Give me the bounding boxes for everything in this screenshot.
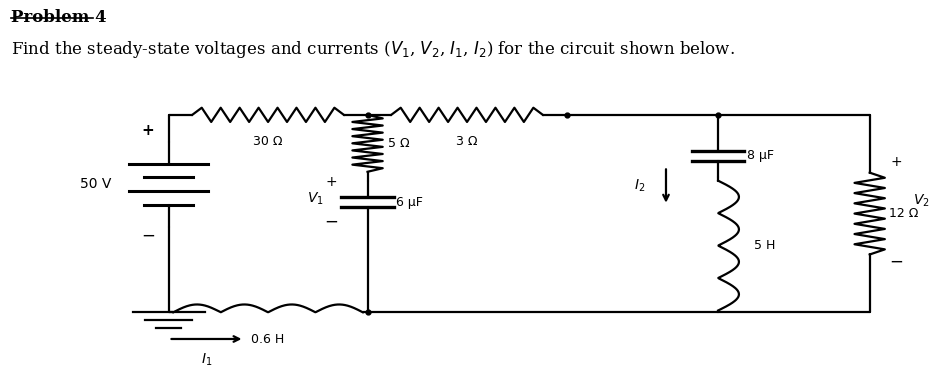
Text: Find the steady-state voltages and currents ($V_1$, $V_2$, $I_1$, $I_2$) for the: Find the steady-state voltages and curre… xyxy=(11,39,735,60)
Text: +: + xyxy=(326,176,337,189)
Text: 50 V: 50 V xyxy=(80,177,111,191)
Text: $I_1$: $I_1$ xyxy=(201,352,212,368)
Text: $I_2$: $I_2$ xyxy=(633,178,645,194)
Text: 12 Ω: 12 Ω xyxy=(887,207,917,220)
Text: 5 Ω: 5 Ω xyxy=(388,137,409,150)
Text: 30 Ω: 30 Ω xyxy=(253,135,283,148)
Text: 5 H: 5 H xyxy=(753,239,775,252)
Text: −: − xyxy=(325,212,338,231)
Text: +: + xyxy=(141,124,154,138)
Text: Problem 4: Problem 4 xyxy=(11,9,107,26)
Text: −: − xyxy=(888,253,902,270)
Text: −: − xyxy=(141,227,154,245)
Text: $V_2$: $V_2$ xyxy=(912,193,929,209)
Text: 0.6 H: 0.6 H xyxy=(251,333,285,346)
Text: +: + xyxy=(889,155,902,169)
Text: $V_1$: $V_1$ xyxy=(307,190,324,207)
Text: 3 Ω: 3 Ω xyxy=(456,135,477,148)
Text: 6 μF: 6 μF xyxy=(395,196,423,209)
Text: 8 μF: 8 μF xyxy=(745,149,773,162)
